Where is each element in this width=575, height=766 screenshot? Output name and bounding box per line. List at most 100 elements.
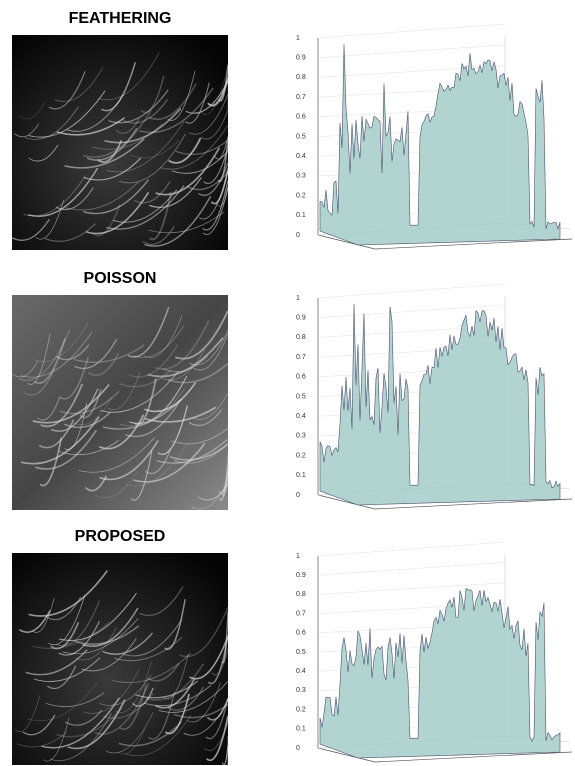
fiber	[22, 714, 56, 736]
x-axis	[317, 747, 376, 763]
fiber	[183, 699, 229, 736]
fiber	[120, 388, 186, 427]
z-tick-label: 0.6	[296, 114, 306, 121]
fiber	[144, 315, 183, 358]
fiber	[41, 697, 120, 749]
fiber	[26, 682, 98, 722]
fiber	[115, 662, 152, 713]
fiber	[207, 76, 229, 106]
fiber	[116, 728, 146, 755]
fiber	[112, 652, 192, 684]
z-tick-label: 0.4	[296, 153, 306, 160]
fiber	[144, 382, 197, 413]
fiber	[73, 396, 113, 426]
fiber	[198, 162, 229, 196]
fiber	[33, 337, 66, 384]
z-tick-label: 0.5	[296, 393, 306, 400]
fiber	[15, 695, 41, 732]
fiber	[108, 89, 169, 124]
fiber	[59, 390, 120, 415]
fiber	[32, 621, 110, 650]
fiber	[143, 684, 212, 707]
fiber	[189, 330, 229, 366]
fiber	[112, 189, 178, 223]
fiber	[148, 83, 197, 121]
fiber	[145, 663, 205, 701]
z-tick-label: 0	[296, 492, 300, 499]
fiber	[142, 225, 175, 246]
fiber	[214, 136, 229, 160]
z-tick-label: 0.1	[296, 212, 306, 219]
fiber	[188, 94, 229, 135]
fiber	[28, 90, 106, 138]
fiber	[175, 139, 229, 155]
fiber	[102, 632, 153, 655]
z-tick-label: 0.1	[296, 726, 306, 733]
fiber	[97, 52, 160, 101]
fiber	[97, 140, 123, 163]
fiber	[100, 370, 179, 413]
fiber	[40, 383, 84, 428]
fiber	[125, 398, 182, 438]
fiber	[38, 419, 75, 449]
y-axis	[374, 751, 573, 763]
fiber	[218, 465, 229, 501]
fiber	[124, 442, 188, 487]
grid-line	[317, 283, 506, 299]
fiber	[148, 177, 202, 209]
fiber	[63, 411, 111, 429]
z-tick-label: 0.8	[296, 334, 306, 341]
y-axis	[374, 238, 573, 250]
fiber	[12, 361, 38, 378]
fiber	[139, 87, 214, 134]
fiber	[65, 181, 139, 211]
fiber	[11, 218, 50, 241]
z-tick-label: 0.8	[296, 591, 306, 598]
fiber	[221, 611, 229, 664]
z-tick-label: 0.5	[296, 649, 306, 656]
surface	[319, 43, 561, 246]
fiber	[24, 106, 79, 140]
z-tick-label: 0.5	[296, 133, 306, 140]
fiber	[86, 127, 138, 161]
fiber	[75, 627, 117, 661]
fiber	[187, 171, 229, 191]
fiber	[164, 599, 186, 651]
fiber	[33, 322, 89, 362]
fiber	[32, 383, 110, 424]
fiber	[25, 649, 88, 676]
grid-line	[317, 304, 506, 318]
fiber	[51, 388, 99, 432]
fiber	[220, 475, 229, 496]
fiber	[73, 344, 145, 363]
fiber	[226, 84, 229, 110]
fiber	[20, 416, 100, 465]
fiber	[66, 94, 124, 132]
fiber	[168, 137, 202, 164]
fiber	[119, 684, 148, 730]
fiber	[218, 64, 229, 102]
fiber	[170, 427, 229, 445]
fiber	[158, 681, 229, 713]
grid-line	[317, 582, 506, 595]
image-texture	[12, 306, 229, 510]
fiber	[39, 437, 63, 487]
fiber	[132, 687, 154, 707]
z-tick-label: 0.1	[296, 472, 306, 479]
fiber	[119, 369, 172, 388]
fiber	[54, 66, 104, 102]
fiber	[19, 101, 46, 120]
fiber	[64, 709, 103, 726]
fiber	[31, 597, 55, 633]
x-axis	[317, 494, 376, 510]
fiber	[87, 352, 120, 377]
fiber	[74, 625, 140, 645]
fiber	[13, 123, 40, 138]
fiber	[28, 570, 109, 617]
z-tick-label: 0.9	[296, 572, 306, 579]
fiber	[188, 409, 223, 426]
fiber	[185, 80, 229, 114]
fiber	[48, 71, 86, 110]
z-tick-label: 0.2	[296, 706, 306, 713]
